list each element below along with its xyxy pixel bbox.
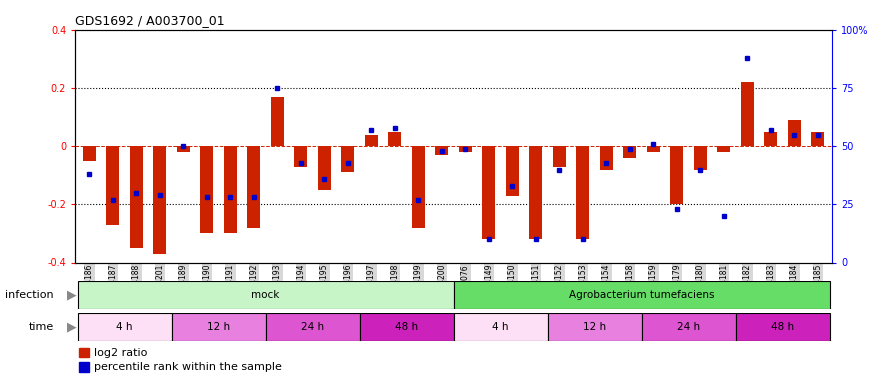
Bar — [548, 313, 642, 341]
Bar — [266, 313, 359, 341]
Text: 12 h: 12 h — [583, 322, 606, 332]
Bar — [295, 146, 307, 166]
Text: ▶: ▶ — [66, 289, 76, 302]
Bar — [735, 313, 829, 341]
Bar — [694, 146, 707, 170]
Bar — [506, 146, 519, 196]
Bar — [342, 146, 354, 172]
Bar — [482, 146, 496, 239]
Bar — [83, 146, 96, 161]
Bar — [576, 146, 589, 239]
Text: time: time — [29, 322, 54, 332]
Text: infection: infection — [5, 290, 54, 300]
Bar — [623, 146, 636, 158]
Bar — [365, 135, 378, 146]
Text: 4 h: 4 h — [116, 322, 133, 332]
Bar — [106, 146, 119, 225]
Text: mock: mock — [251, 290, 280, 300]
Bar — [642, 313, 735, 341]
Text: GDS1692 / A003700_01: GDS1692 / A003700_01 — [75, 15, 225, 27]
Bar — [271, 97, 284, 146]
Text: 24 h: 24 h — [677, 322, 700, 332]
Bar — [359, 313, 453, 341]
Bar — [718, 146, 730, 152]
Bar — [78, 281, 453, 309]
Text: 48 h: 48 h — [395, 322, 418, 332]
Bar — [458, 146, 472, 152]
Text: Agrobacterium tumefaciens: Agrobacterium tumefaciens — [569, 290, 714, 300]
Bar — [79, 348, 89, 357]
Bar — [224, 146, 237, 233]
Text: 4 h: 4 h — [492, 322, 509, 332]
Text: 24 h: 24 h — [301, 322, 324, 332]
Text: 12 h: 12 h — [207, 322, 230, 332]
Bar — [788, 120, 801, 146]
Bar — [130, 146, 142, 248]
Bar — [647, 146, 660, 152]
Bar — [812, 132, 824, 146]
Bar — [765, 132, 777, 146]
Bar — [318, 146, 331, 190]
Text: log2 ratio: log2 ratio — [94, 348, 148, 358]
Bar — [412, 146, 425, 228]
Bar — [670, 146, 683, 204]
Bar — [200, 146, 213, 233]
Bar — [247, 146, 260, 228]
Bar — [453, 281, 829, 309]
Text: 48 h: 48 h — [771, 322, 794, 332]
Bar — [453, 313, 548, 341]
Text: percentile rank within the sample: percentile rank within the sample — [94, 362, 282, 372]
Bar — [435, 146, 449, 155]
Bar — [741, 82, 754, 146]
Bar — [78, 313, 172, 341]
Bar — [553, 146, 566, 166]
Bar — [600, 146, 612, 170]
Bar — [79, 362, 89, 372]
Bar — [389, 132, 401, 146]
Bar — [172, 313, 266, 341]
Bar — [177, 146, 189, 152]
Bar — [153, 146, 166, 254]
Bar — [529, 146, 543, 239]
Text: ▶: ▶ — [66, 321, 76, 334]
